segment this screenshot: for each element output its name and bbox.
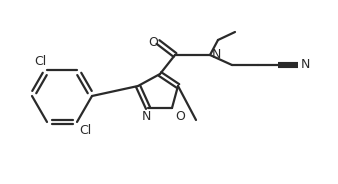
Text: O: O	[175, 109, 185, 123]
Text: O: O	[148, 36, 158, 49]
Text: Cl: Cl	[34, 55, 46, 68]
Text: N: N	[141, 111, 151, 123]
Text: Cl: Cl	[79, 124, 91, 137]
Text: N: N	[211, 49, 221, 61]
Text: N: N	[300, 59, 310, 72]
